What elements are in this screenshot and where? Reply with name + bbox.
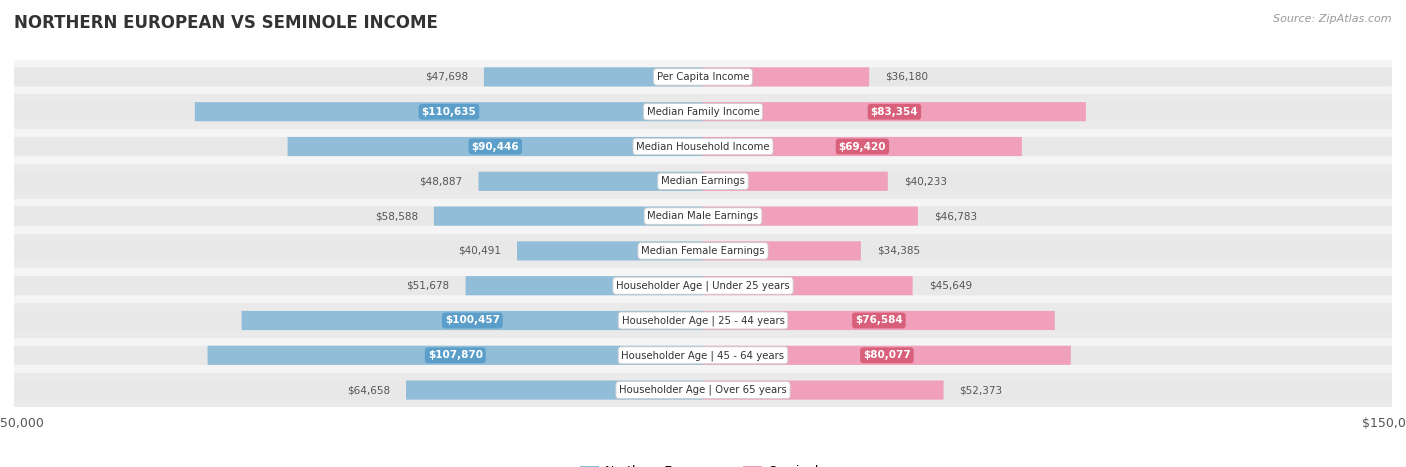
- FancyBboxPatch shape: [703, 137, 1022, 156]
- Text: $107,870: $107,870: [427, 350, 482, 360]
- FancyBboxPatch shape: [703, 172, 887, 191]
- FancyBboxPatch shape: [14, 311, 703, 330]
- FancyBboxPatch shape: [434, 206, 703, 226]
- Text: $34,385: $34,385: [877, 246, 920, 256]
- FancyBboxPatch shape: [703, 172, 1392, 191]
- Bar: [14, 59, 1392, 94]
- FancyBboxPatch shape: [703, 102, 1392, 121]
- Bar: [14, 94, 1392, 129]
- FancyBboxPatch shape: [703, 381, 943, 400]
- Text: Median Earnings: Median Earnings: [661, 177, 745, 186]
- FancyBboxPatch shape: [14, 206, 703, 226]
- FancyBboxPatch shape: [14, 381, 703, 400]
- FancyBboxPatch shape: [14, 67, 703, 86]
- FancyBboxPatch shape: [703, 311, 1054, 330]
- FancyBboxPatch shape: [406, 381, 703, 400]
- FancyBboxPatch shape: [703, 276, 912, 295]
- Text: $46,783: $46,783: [934, 211, 977, 221]
- Text: $83,354: $83,354: [870, 107, 918, 117]
- FancyBboxPatch shape: [703, 311, 1392, 330]
- Text: $69,420: $69,420: [838, 142, 886, 151]
- FancyBboxPatch shape: [208, 346, 703, 365]
- FancyBboxPatch shape: [703, 67, 869, 86]
- Text: $36,180: $36,180: [886, 72, 928, 82]
- Text: $48,887: $48,887: [419, 177, 463, 186]
- Bar: [14, 338, 1392, 373]
- Text: $47,698: $47,698: [425, 72, 468, 82]
- Text: $80,077: $80,077: [863, 350, 911, 360]
- Bar: [14, 164, 1392, 198]
- FancyBboxPatch shape: [465, 276, 703, 295]
- FancyBboxPatch shape: [195, 102, 703, 121]
- Text: $64,658: $64,658: [347, 385, 389, 395]
- Text: Source: ZipAtlas.com: Source: ZipAtlas.com: [1274, 14, 1392, 24]
- Text: $58,588: $58,588: [375, 211, 418, 221]
- FancyBboxPatch shape: [703, 276, 1392, 295]
- Text: $40,491: $40,491: [458, 246, 501, 256]
- Text: $52,373: $52,373: [960, 385, 1002, 395]
- FancyBboxPatch shape: [703, 137, 1392, 156]
- FancyBboxPatch shape: [478, 172, 703, 191]
- Bar: [14, 129, 1392, 164]
- FancyBboxPatch shape: [703, 346, 1071, 365]
- Bar: [14, 373, 1392, 408]
- Text: $51,678: $51,678: [406, 281, 450, 290]
- Bar: [14, 198, 1392, 234]
- Text: Householder Age | Under 25 years: Householder Age | Under 25 years: [616, 281, 790, 291]
- Text: $110,635: $110,635: [422, 107, 477, 117]
- FancyBboxPatch shape: [703, 241, 1392, 261]
- FancyBboxPatch shape: [242, 311, 703, 330]
- FancyBboxPatch shape: [703, 67, 1392, 86]
- Text: $90,446: $90,446: [471, 142, 519, 151]
- Legend: Northern European, Seminole: Northern European, Seminole: [575, 460, 831, 467]
- Text: Householder Age | 25 - 44 years: Householder Age | 25 - 44 years: [621, 315, 785, 326]
- FancyBboxPatch shape: [484, 67, 703, 86]
- FancyBboxPatch shape: [14, 137, 703, 156]
- FancyBboxPatch shape: [288, 137, 703, 156]
- FancyBboxPatch shape: [14, 241, 703, 261]
- Text: Median Female Earnings: Median Female Earnings: [641, 246, 765, 256]
- FancyBboxPatch shape: [14, 276, 703, 295]
- FancyBboxPatch shape: [14, 102, 703, 121]
- Bar: [14, 269, 1392, 303]
- FancyBboxPatch shape: [703, 206, 918, 226]
- FancyBboxPatch shape: [14, 346, 703, 365]
- Text: $45,649: $45,649: [929, 281, 972, 290]
- Bar: [14, 234, 1392, 269]
- Text: Per Capita Income: Per Capita Income: [657, 72, 749, 82]
- FancyBboxPatch shape: [703, 346, 1392, 365]
- Text: $76,584: $76,584: [855, 316, 903, 325]
- FancyBboxPatch shape: [14, 172, 703, 191]
- FancyBboxPatch shape: [703, 241, 860, 261]
- FancyBboxPatch shape: [703, 381, 1392, 400]
- FancyBboxPatch shape: [703, 206, 1392, 226]
- Text: Householder Age | Over 65 years: Householder Age | Over 65 years: [619, 385, 787, 396]
- Text: $100,457: $100,457: [444, 316, 499, 325]
- Text: Median Family Income: Median Family Income: [647, 107, 759, 117]
- Text: Median Male Earnings: Median Male Earnings: [647, 211, 759, 221]
- Bar: [14, 303, 1392, 338]
- Text: Median Household Income: Median Household Income: [637, 142, 769, 151]
- Text: NORTHERN EUROPEAN VS SEMINOLE INCOME: NORTHERN EUROPEAN VS SEMINOLE INCOME: [14, 14, 437, 32]
- FancyBboxPatch shape: [517, 241, 703, 261]
- Text: Householder Age | 45 - 64 years: Householder Age | 45 - 64 years: [621, 350, 785, 361]
- FancyBboxPatch shape: [703, 102, 1085, 121]
- Text: $40,233: $40,233: [904, 177, 946, 186]
